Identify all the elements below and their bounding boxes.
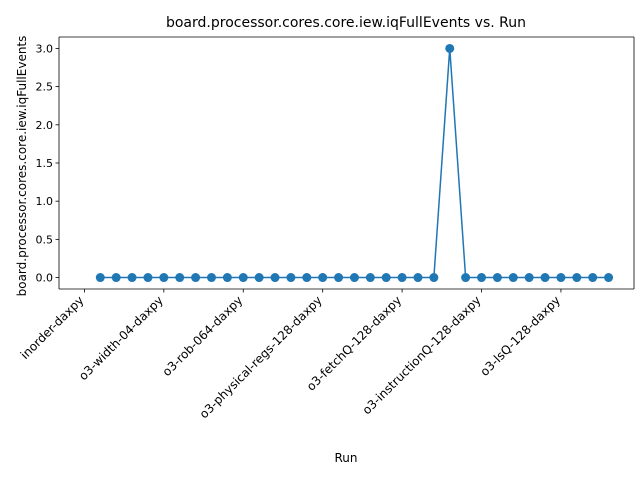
plot-area: 0.0 0.5 1.0 1.5 2.0 2.5 3.0 inorder-daxpyo3-wid… <box>18 36 635 421</box>
data-point <box>286 273 296 283</box>
x-tick-label: o3-lsQ-128-daxpy <box>477 293 563 379</box>
y-tick-label: 1.5 <box>36 157 54 170</box>
x-tick-label: o3-width-04-daxpy <box>76 293 166 383</box>
y-tick-label: 1.0 <box>36 195 54 208</box>
data-point <box>524 273 534 283</box>
data-point <box>508 273 518 283</box>
data-point <box>175 273 185 283</box>
x-tick-label: o3-rob-064-daxpy <box>160 293 246 379</box>
y-axis-label: board.processor.cores.core.iew.iqFullEve… <box>15 36 29 297</box>
data-point <box>445 43 455 53</box>
data-point <box>397 273 407 283</box>
y-tick-label: 2.5 <box>36 81 54 94</box>
data-point <box>206 273 216 283</box>
data-point <box>318 273 328 283</box>
data-point <box>254 273 264 283</box>
data-point <box>604 273 614 283</box>
data-point <box>143 273 153 283</box>
data-point <box>429 273 439 283</box>
data-point <box>365 273 375 283</box>
data-point <box>302 273 312 283</box>
data-point <box>349 273 359 283</box>
x-tick-label: inorder-daxpy <box>18 293 87 362</box>
data-point <box>492 273 502 283</box>
data-point <box>270 273 280 283</box>
data-point <box>381 273 391 283</box>
data-point <box>572 273 582 283</box>
data-point <box>238 273 248 283</box>
chart-title: board.processor.cores.core.iew.iqFullEve… <box>166 15 526 31</box>
data-point <box>191 273 201 283</box>
data-point <box>127 273 137 283</box>
x-axis-label: Run <box>334 451 357 465</box>
data-point <box>588 273 598 283</box>
data-point <box>461 273 471 283</box>
data-point <box>413 273 423 283</box>
data-point <box>95 273 105 283</box>
series-line <box>100 48 609 279</box>
y-tick-label: 2.0 <box>36 119 54 132</box>
y-tick-label: 0.5 <box>36 233 54 246</box>
y-tick-label: 3.0 <box>36 42 54 55</box>
data-point <box>334 273 344 283</box>
data-point <box>477 273 487 283</box>
data-point <box>111 273 121 283</box>
data-point <box>222 273 232 283</box>
data-point <box>159 273 169 283</box>
data-point <box>540 273 550 283</box>
data-point <box>556 273 566 283</box>
y-tick-label: 0.0 <box>36 272 54 285</box>
